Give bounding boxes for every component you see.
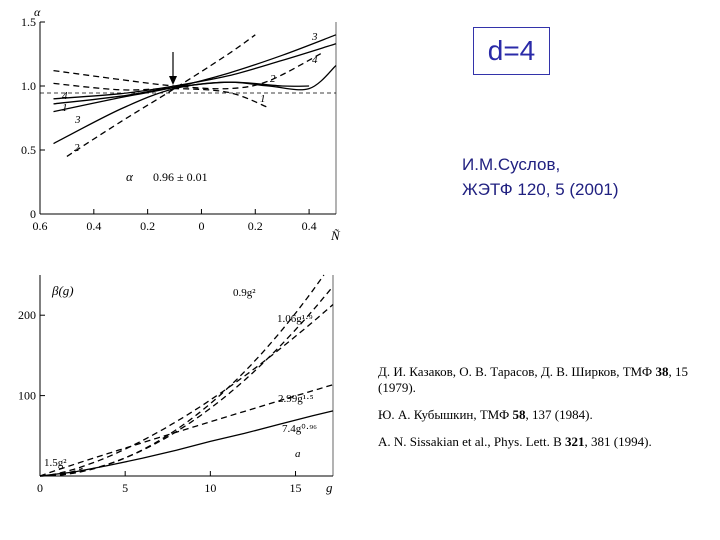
alpha-series-line (53, 34, 337, 113)
beta-series-line (39, 285, 334, 477)
author-name: И.М.Суслов, (462, 155, 561, 174)
dimension-box: d=4 (473, 27, 550, 75)
beta-series-label: 1.06g¹·⁹ (277, 313, 313, 325)
alpha-y-label: α (34, 5, 41, 19)
beta-x-tick-label: 5 (122, 481, 128, 495)
alpha-chart: 0.6 0.4 0.2 0 0.2 0.4 0 0.5 1.0 1.5 α Ñ α 0.96 ±… (21, 5, 341, 243)
alpha-curve-label: 4 (312, 54, 318, 66)
alpha-annotation-value: 0.96 ± 0.01 (153, 170, 208, 184)
alpha-series-line (53, 81, 310, 145)
author-citation: И.М.Суслов, ЖЭТФ 120, 5 (2001) (462, 152, 619, 202)
alpha-curve-label: 3 (74, 114, 81, 126)
alpha-curve-label: 1 (260, 93, 266, 105)
beta-series-line (39, 274, 325, 477)
alpha-curve-label: 3 (311, 31, 318, 43)
alpha-curve-label: 4 (62, 90, 68, 102)
alpha-annotation-symbol: α (126, 169, 134, 184)
beta-chart: 0 5 10 15 100 200 β(g) g a 0.9g² 1.06g¹·⁹ 2.99… (18, 274, 334, 495)
alpha-curve-label: 1 (62, 102, 68, 114)
alpha-y-tick-label: 0 (30, 207, 36, 221)
alpha-series-line (53, 43, 337, 100)
reference-item: A. N. Sissakian et al., Phys. Lett. B 32… (378, 434, 652, 449)
alpha-x-tick-label: 0.2 (248, 219, 263, 233)
arrow-head-icon (169, 76, 177, 85)
beta-series-label: 2.99g¹·⁵ (278, 393, 314, 405)
alpha-y-tick-label: 0.5 (21, 143, 36, 157)
alpha-y-tick-label: 1.0 (21, 79, 36, 93)
alpha-series-line (66, 34, 256, 157)
beta-y-tick-label: 100 (18, 389, 36, 403)
alpha-y-tick-label: 1.5 (21, 15, 36, 29)
alpha-curve-label: 2 (270, 73, 276, 85)
alpha-x-tick-label: 0.2 (140, 219, 155, 233)
beta-y-label: β(g) (51, 283, 74, 298)
beta-x-tick-label: 10 (204, 481, 216, 495)
beta-series-label: 1.5g² (44, 457, 67, 469)
beta-series-label: 0.9g² (233, 287, 256, 299)
beta-y-tick-label: 200 (18, 308, 36, 322)
alpha-series-line (53, 52, 323, 90)
beta-x-label: g (326, 480, 333, 495)
beta-series-line (39, 410, 334, 477)
alpha-x-label: Ñ (330, 228, 341, 243)
alpha-x-tick-label: 0.6 (33, 219, 48, 233)
reference-item: Ю. А. Кубышкин, ТМФ 58, 137 (1984). (378, 407, 593, 422)
beta-annotation: a (295, 448, 301, 460)
beta-series-line (39, 304, 334, 477)
beta-series-line (39, 384, 334, 477)
alpha-series-line (53, 82, 269, 109)
alpha-curve-label: 2 (74, 142, 80, 154)
beta-series-label: 7.4g⁰·⁹⁶ (282, 423, 317, 435)
reference-item: Д. И. Казаков, О. В. Тарасов, Д. В. Ширк… (378, 364, 688, 395)
author-journal: ЖЭТФ 120, 5 (2001) (462, 180, 619, 199)
dimension-label: d=4 (487, 35, 536, 66)
beta-x-tick-label: 15 (290, 481, 302, 495)
alpha-x-tick-label: 0.4 (86, 219, 101, 233)
alpha-x-tick-label: 0.4 (302, 219, 317, 233)
reference-list: Д. И. Казаков, О. В. Тарасов, Д. В. Ширк… (378, 364, 714, 461)
alpha-x-tick-label: 0 (198, 219, 204, 233)
beta-x-tick-label: 0 (37, 481, 43, 495)
